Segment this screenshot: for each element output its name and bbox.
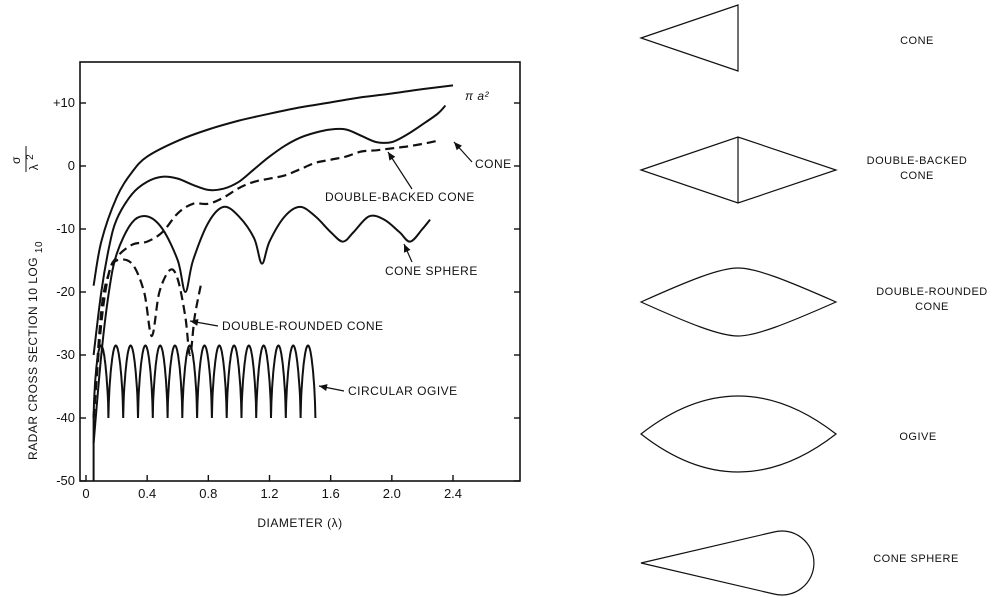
circular-ogive-arrow xyxy=(318,384,345,392)
cone-outline xyxy=(639,4,739,72)
y-axis-title-prefix: RADAR CROSS SECTION 10 LOG xyxy=(26,257,40,460)
cone-arrow xyxy=(453,141,473,163)
cone-sphere-outline xyxy=(640,530,815,596)
x-tick-label: 2.0 xyxy=(383,486,401,501)
y-axis-title-denominator: λ 2 xyxy=(25,154,41,170)
shape-label-double-rounded-cone-line2: CONE xyxy=(915,301,949,313)
cone-sphere-label: CONE SPHERE xyxy=(385,264,478,278)
series-line-a xyxy=(92,84,454,286)
series-line-double-rounded-cone xyxy=(92,258,202,419)
pi-a2-label: π a² xyxy=(465,89,490,103)
y-axis-title-exp: 2 xyxy=(25,154,36,160)
shape-double-rounded-cone: DOUBLE-ROUNDED CONE xyxy=(639,267,988,337)
cone-sphere-arrow xyxy=(403,243,413,263)
shape-double-backed-cone: DOUBLE-BACKED CONE xyxy=(639,136,968,204)
double-rounded-cone-arrow xyxy=(189,318,219,327)
shape-diagrams: CONE DOUBLE-BACKED CONE DOUBLE-ROUNDED C… xyxy=(639,4,988,596)
ogive-outline xyxy=(640,395,837,473)
y-axis-ticks: +10 0 -10 -20 -30 -40 -50 xyxy=(53,95,520,488)
x-tick-label: 1.2 xyxy=(260,486,278,501)
circular-ogive-label: CIRCULAR OGIVE xyxy=(348,384,458,398)
y-tick-label: 0 xyxy=(68,158,75,173)
x-axis-title: DIAMETER (λ) xyxy=(257,516,342,530)
double-rounded-cone-outline xyxy=(639,267,838,337)
shape-label-cone-sphere: CONE SPHERE xyxy=(873,553,959,565)
series-line-cone xyxy=(92,104,447,356)
chart: 0 0.4 0.8 1.2 1.6 2.0 2.4 +100-10-20-30-40-50 … xyxy=(9,61,521,530)
y-axis-title-lambda: λ xyxy=(27,164,41,171)
y-axis-title-subscript: 10 xyxy=(34,241,45,253)
y-axis-title: RADAR CROSS SECTION 10 LOG 10 xyxy=(26,241,45,460)
shape-label-double-rounded-cone-line1: DOUBLE-ROUNDED xyxy=(876,286,988,298)
x-tick-label: 2.4 xyxy=(444,486,462,501)
double-backed-cone-outline xyxy=(639,136,838,204)
x-tick-label: 0.4 xyxy=(138,486,156,501)
shape-label-double-backed-cone-line1: DOUBLE-BACKED xyxy=(867,155,968,167)
shape-ogive: OGIVE xyxy=(640,395,936,473)
series-line-double-backed-cone xyxy=(92,139,438,419)
double-rounded-cone-label: DOUBLE-ROUNDED CONE xyxy=(222,319,384,333)
y-tick-label: -40 xyxy=(56,410,75,425)
double-backed-cone-label: DOUBLE-BACKED CONE xyxy=(325,190,475,204)
plot-frame xyxy=(79,61,521,482)
y-tick-label: -20 xyxy=(56,284,75,299)
x-tick-label: 0 xyxy=(82,486,89,501)
shape-cone-sphere: CONE SPHERE xyxy=(640,530,959,596)
y-axis-title-numerator: σ xyxy=(9,156,23,164)
shape-label-ogive: OGIVE xyxy=(899,431,936,443)
y-tick-label: -10 xyxy=(56,221,75,236)
y-tick-label: +10 xyxy=(53,95,75,110)
double-backed-cone-arrow xyxy=(387,151,413,190)
y-tick-label: -30 xyxy=(56,347,75,362)
cone-label: CONE xyxy=(475,157,512,171)
shape-cone: CONE xyxy=(639,4,934,72)
x-axis-ticks: 0 0.4 0.8 1.2 1.6 2.0 2.4 xyxy=(82,475,462,501)
y-tick-label: -50 xyxy=(56,473,75,488)
shape-label-double-backed-cone-line2: CONE xyxy=(900,170,934,182)
x-tick-label: 1.6 xyxy=(322,486,340,501)
series-line-cone-sphere xyxy=(92,205,431,444)
series-line-circular-ogive xyxy=(92,344,317,481)
annotation-arrows xyxy=(189,141,473,392)
series-layer xyxy=(92,84,454,481)
shape-label-cone: CONE xyxy=(900,35,934,47)
x-tick-label: 0.8 xyxy=(199,486,217,501)
